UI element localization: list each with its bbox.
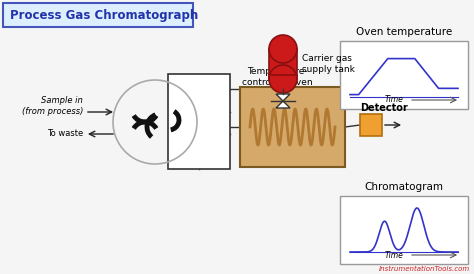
Bar [360,114,382,136]
Text: Time: Time [385,96,404,104]
Polygon shape [276,94,290,101]
Text: Time: Time [385,250,404,259]
Bar [240,87,345,167]
Polygon shape [276,101,290,108]
Text: Detector: Detector [360,103,408,113]
FancyBboxPatch shape [3,3,193,27]
Bar [168,74,230,169]
Bar [340,41,468,109]
Ellipse shape [269,35,297,63]
Text: Temperature-
controlled oven: Temperature- controlled oven [242,67,313,87]
Bar [269,49,297,79]
Text: To waste: To waste [47,130,83,138]
Bar [340,196,468,264]
Ellipse shape [269,65,297,93]
Text: InstrumentationTools.com: InstrumentationTools.com [379,266,470,272]
Text: Carrier gas
supply tank: Carrier gas supply tank [302,54,355,74]
Text: Sample in
(from process): Sample in (from process) [22,96,83,116]
Text: Process Gas Chromatograph: Process Gas Chromatograph [10,8,198,21]
Text: Chromatogram: Chromatogram [365,182,444,192]
Text: Oven temperature: Oven temperature [356,27,452,37]
